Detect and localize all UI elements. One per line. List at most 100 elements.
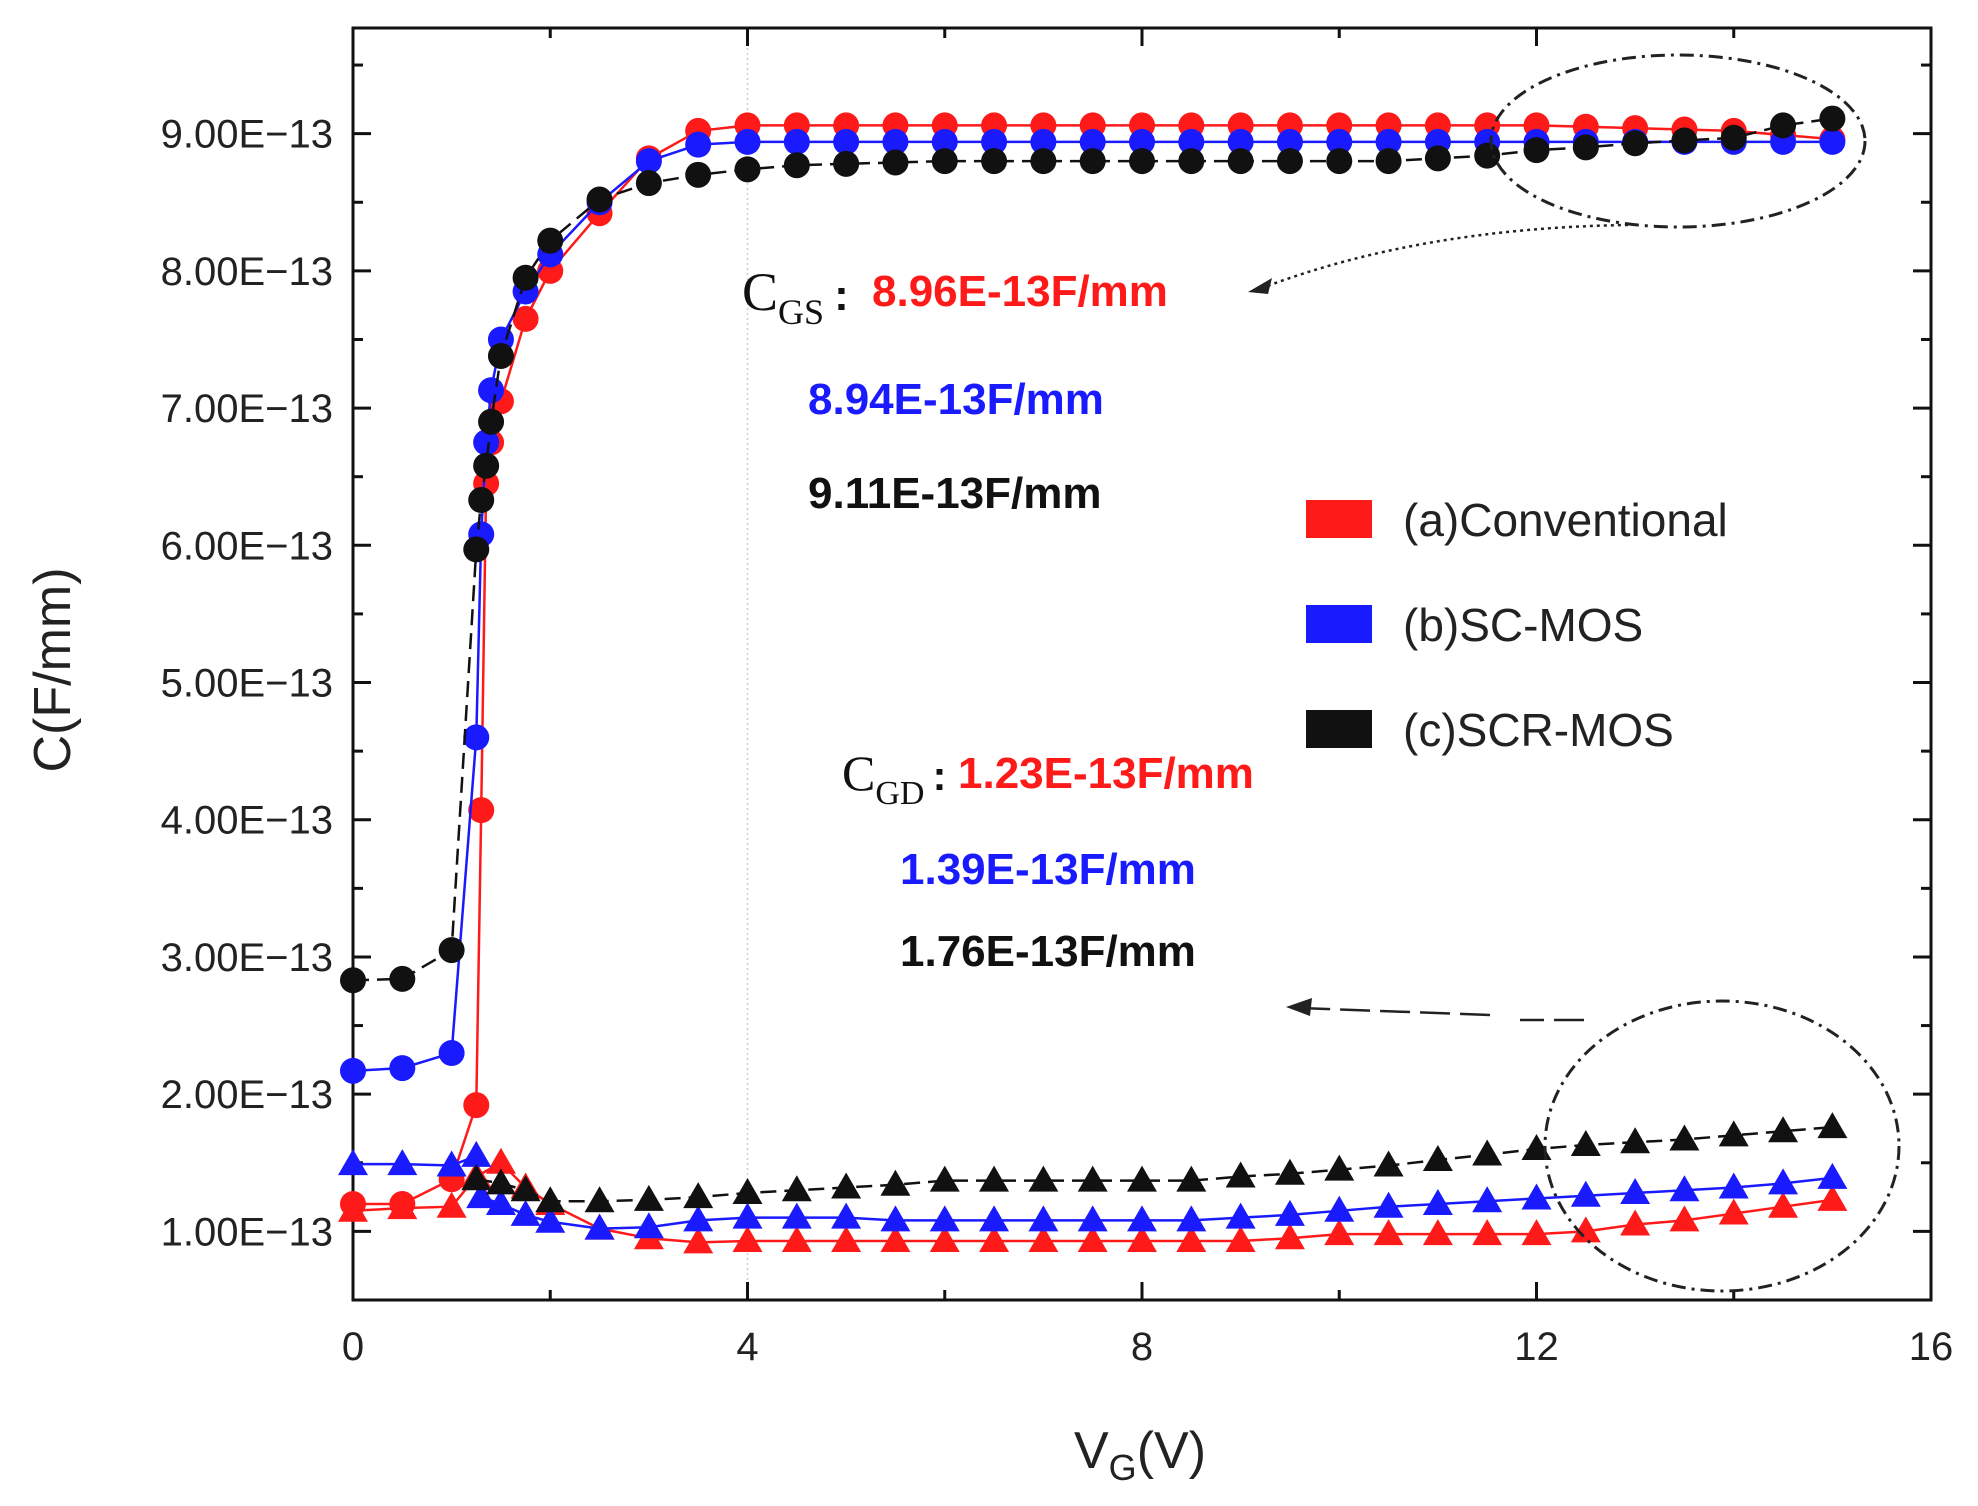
data-point (1176, 1225, 1207, 1252)
data-point (1768, 1191, 1799, 1218)
cgd-value-sc-mos: 1.39E-13F/mm (900, 845, 1196, 894)
data-point (338, 1195, 368, 1222)
data-point (1671, 127, 1698, 154)
data-point (882, 128, 909, 155)
data-point (1817, 1162, 1848, 1189)
series-4 (338, 1140, 1848, 1240)
data-point (535, 1206, 566, 1233)
data-point (1718, 1198, 1749, 1225)
data-point (685, 131, 712, 158)
data-point (1521, 1219, 1552, 1246)
legend-swatch-scr-mos (1306, 710, 1372, 748)
x-tick-label: 16 (1909, 1325, 1954, 1369)
data-point (1768, 1116, 1799, 1143)
data-point (436, 1191, 467, 1218)
data-point (1620, 1127, 1651, 1154)
data-point (831, 1202, 862, 1229)
data-point (979, 1205, 1010, 1232)
data-point (485, 1188, 516, 1215)
data-point (1227, 128, 1254, 155)
series-1 (340, 128, 1846, 1084)
data-point (833, 150, 860, 177)
data-point (1375, 148, 1402, 175)
data-point (466, 1182, 497, 1209)
data-point (1622, 130, 1649, 157)
cgs-arrow (1261, 223, 1629, 290)
data-point (461, 1164, 492, 1191)
data-point (1472, 1186, 1503, 1213)
data-point (584, 1186, 615, 1213)
x-tick-label: 4 (736, 1325, 758, 1369)
y-tick-label: 8.00E−13 (161, 250, 333, 294)
data-point (781, 1225, 812, 1252)
data-point (931, 128, 958, 155)
data-point (1720, 124, 1747, 151)
y-tick-label: 1.00E−13 (161, 1210, 333, 1254)
data-point (1129, 148, 1155, 175)
data-point (1718, 1120, 1749, 1147)
data-point (463, 1092, 490, 1119)
legend-label-sc-mos: (b)SC-MOS (1403, 599, 1643, 651)
cgs-arrowhead (1248, 278, 1272, 294)
data-point (979, 1165, 1010, 1192)
data-point (387, 1193, 418, 1220)
data-point (1572, 134, 1599, 161)
data-point (1079, 128, 1106, 155)
data-point (438, 937, 465, 964)
data-point (1324, 1154, 1355, 1181)
data-point (1176, 1205, 1207, 1232)
data-point (487, 342, 514, 369)
cgd-arrowhead (1286, 998, 1312, 1016)
data-point (1523, 137, 1550, 164)
data-point (635, 148, 662, 175)
cgs-value-sc-mos: 8.94E-13F/mm (808, 375, 1104, 424)
data-point (512, 305, 539, 332)
data-point (1768, 1168, 1799, 1195)
data-point (1176, 1165, 1207, 1192)
data-point (734, 156, 761, 183)
data-point (1274, 1199, 1305, 1226)
y-tick-label: 4.00E−13 (161, 799, 333, 843)
legend-swatch-sc-mos (1306, 605, 1372, 643)
cgd-value-scr-mos: 1.76E-13F/mm (900, 927, 1196, 976)
data-point (1373, 1150, 1404, 1177)
y-tick-label: 7.00E−13 (161, 387, 333, 431)
data-point (1077, 1205, 1108, 1232)
data-point (1422, 1188, 1453, 1215)
data-point (1274, 1158, 1305, 1185)
y-tick-label: 2.00E−13 (161, 1073, 333, 1117)
legend-swatch-conventional (1306, 500, 1372, 538)
data-point (635, 170, 662, 197)
data-point (1276, 128, 1303, 155)
data-point (633, 1212, 664, 1239)
data-point (1326, 128, 1353, 155)
data-point (1178, 148, 1205, 175)
data-point (781, 1175, 812, 1202)
data-point (981, 128, 1008, 155)
data-point (1324, 1219, 1355, 1246)
data-point (683, 1182, 714, 1209)
data-point (1817, 1184, 1848, 1211)
data-point (510, 1199, 541, 1226)
data-point (1274, 1223, 1305, 1250)
data-point (1817, 1112, 1848, 1139)
data-point (478, 377, 505, 404)
data-point (340, 1057, 366, 1084)
data-point (1424, 145, 1451, 172)
series-line (353, 1154, 1833, 1230)
data-point (1669, 1175, 1700, 1202)
data-point (1819, 105, 1846, 132)
cgd-value-conventional: 1.23E-13F/mm (958, 749, 1254, 798)
data-point (1373, 1219, 1404, 1246)
data-point (436, 1150, 467, 1177)
data-point (1375, 128, 1402, 155)
cgs-value-scr-mos: 9.11E-13F/mm (808, 469, 1102, 518)
data-point (1079, 148, 1106, 175)
data-point (732, 1177, 763, 1204)
data-point (929, 1225, 960, 1252)
data-point (1472, 1219, 1503, 1246)
data-point (1326, 148, 1353, 175)
data-point (1770, 112, 1797, 139)
x-tick-label: 12 (1514, 1325, 1559, 1369)
x-axis-label: VG(V) (1074, 1422, 1206, 1488)
